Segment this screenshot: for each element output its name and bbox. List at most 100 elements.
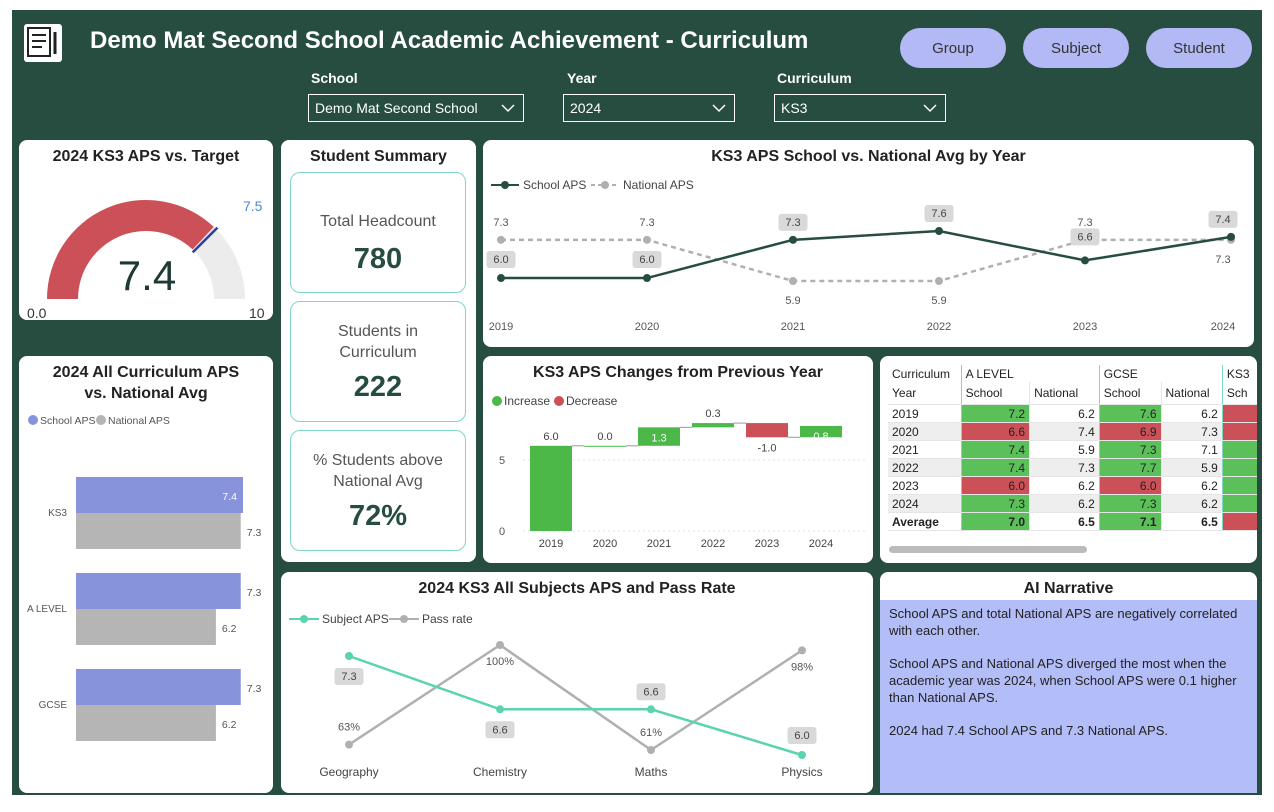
national-aps-label: 5.9 [785, 295, 800, 307]
pass-rate-line [348, 643, 803, 752]
national-aps-point [643, 235, 651, 244]
headcount-box: Total Headcount 780 [290, 172, 466, 293]
school-aps-label-bg [924, 205, 954, 222]
matrix-cell: 7.0 [960, 512, 1030, 531]
curriculum-dropdown[interactable]: KS3 [774, 94, 946, 122]
matrix-cell: 7.1 [1098, 512, 1162, 531]
subject-aps-label-bg [334, 668, 364, 685]
nav-subject-button[interactable]: Subject [1023, 28, 1129, 68]
all-curriculum-card: 2024 All Curriculum APS vs. National Avg… [19, 356, 273, 793]
matrix-cell: 7.4 [1029, 422, 1100, 441]
matrix-cell: 7.3 [1029, 458, 1100, 477]
chevron-down-icon [501, 104, 515, 113]
subjects-card: 2024 KS3 All Subjects APS and Pass Rate … [281, 572, 873, 793]
pass-rate-label: 63% [338, 722, 360, 734]
legend-aps-label: Subject APS [322, 612, 389, 626]
national-aps-value: 6.2 [222, 623, 237, 635]
x-tick-label: 2024 [1211, 321, 1235, 333]
chevron-down-icon [923, 104, 937, 113]
national-aps-bar [76, 609, 216, 645]
gauge-target-label: 7.5 [243, 198, 263, 214]
national-aps-label: 7.3 [1077, 217, 1092, 229]
curriculum-dropdown-value: KS3 [781, 100, 808, 116]
school-aps-value: 7.3 [247, 587, 262, 599]
matrix-cell: 6.2 [1160, 494, 1223, 513]
matrix-cell [1221, 404, 1257, 423]
matrix-year-cell: 2019 [888, 404, 962, 423]
x-tick-label: Physics [781, 765, 822, 779]
gauge-fill [47, 200, 214, 299]
table-row: 2020 6.6 7.4 6.9 7.3 [888, 422, 1257, 441]
change-bar [800, 425, 842, 438]
above-national-label: % Students above National Avg [313, 452, 443, 490]
x-tick-label: 2020 [635, 321, 659, 333]
year-dropdown[interactable]: 2024 [563, 94, 735, 122]
table-row: 2024 7.3 6.2 7.3 6.2 [888, 494, 1257, 513]
matrix-year-cell: 2020 [888, 422, 962, 441]
school-aps-label-bg [632, 251, 662, 269]
subject-aps-label: 7.3 [341, 671, 356, 683]
matrix-header: GCSE [1098, 365, 1223, 382]
school-aps-point [1227, 232, 1235, 241]
curriculum-matrix-card: Curriculum A LEVEL GCSE KS3 Year School … [880, 356, 1257, 563]
table-row: 2019 7.2 6.2 7.6 6.2 [888, 404, 1257, 423]
national-aps-point [789, 277, 797, 285]
matrix-cell: 5.9 [1029, 440, 1100, 459]
matrix-cell: 6.2 [1029, 494, 1100, 513]
school-dropdown[interactable]: Demo Mat Second School [308, 94, 524, 122]
table-row: 2021 7.4 5.9 7.3 7.1 [888, 440, 1257, 459]
school-aps-label-bg [1208, 210, 1238, 228]
narrative-paragraph: School APS and total National APS are ne… [889, 606, 1238, 638]
aps-changes-chart: Increase Decrease 0 5 6.0 2019 0.0 2020 1.3 202… [492, 394, 865, 550]
matrix-cell: 7.1 [1160, 440, 1223, 459]
subjects-title: 2024 KS3 All Subjects APS and Pass Rate [418, 580, 736, 597]
school-aps-point [789, 235, 797, 244]
x-tick-label: 2022 [701, 538, 725, 550]
school-aps-label-bg [778, 213, 808, 231]
matrix-year-cell: Average [888, 512, 962, 531]
school-aps-label: 7.6 [931, 208, 946, 220]
nav-student-button[interactable]: Student [1146, 28, 1252, 68]
school-aps-value: 7.4 [222, 491, 237, 503]
school-aps-label: 6.0 [639, 254, 654, 266]
report-logo-icon [24, 24, 62, 62]
matrix-scrollbar[interactable] [889, 546, 1087, 553]
year-filter-label: Year [567, 70, 597, 86]
subject-aps-point [647, 705, 655, 714]
curriculum-filter-label: Curriculum [777, 70, 852, 86]
above-national-box: % Students above National Avg 72% [290, 430, 466, 551]
category-label: A LEVEL [27, 604, 67, 615]
x-tick-label: 2020 [593, 538, 617, 550]
matrix-cell: 6.0 [960, 476, 1030, 495]
matrix-header: School [1098, 382, 1162, 405]
legend-increase-label: Increase [504, 394, 550, 408]
matrix-header: Sch [1221, 382, 1257, 405]
legend-decrease-marker [554, 396, 564, 406]
student-summary-card: Student Summary Total Headcount 780 Stud… [281, 140, 476, 562]
matrix-header: National [1160, 382, 1223, 405]
matrix-cell [1221, 476, 1257, 495]
narrative-header: AI Narrative [880, 572, 1257, 600]
legend-decrease-label: Decrease [566, 394, 618, 408]
gauge-title: 2024 KS3 APS vs. Target [52, 148, 240, 165]
gauge-min-label: 0.0 [27, 305, 47, 320]
change-bar [746, 423, 788, 438]
national-aps-label: 7.3 [1215, 254, 1230, 266]
narrative-paragraph: School APS and National APS diverged the… [889, 656, 1237, 705]
aps-by-year-card: KS3 APS School vs. National Avg by Year … [483, 140, 1254, 347]
gauge-max-label: 10 [249, 305, 265, 320]
national-aps-line [501, 238, 1231, 283]
school-aps-bar [76, 669, 241, 705]
table-row: Average 7.0 6.5 7.1 6.5 [888, 512, 1257, 531]
matrix-header: A LEVEL [960, 365, 1100, 382]
change-bar [638, 427, 680, 446]
subject-aps-point [798, 751, 806, 759]
y-tick-label: 0 [499, 526, 505, 538]
nav-group-button[interactable]: Group [900, 28, 1006, 68]
legend-aps-marker [300, 615, 308, 623]
pass-rate-label: 61% [640, 727, 662, 739]
matrix-year-cell: 2022 [888, 458, 962, 477]
subject-aps-label: 6.0 [794, 730, 809, 742]
subject-aps-label: 6.6 [492, 724, 507, 736]
matrix-cell [1221, 458, 1257, 477]
